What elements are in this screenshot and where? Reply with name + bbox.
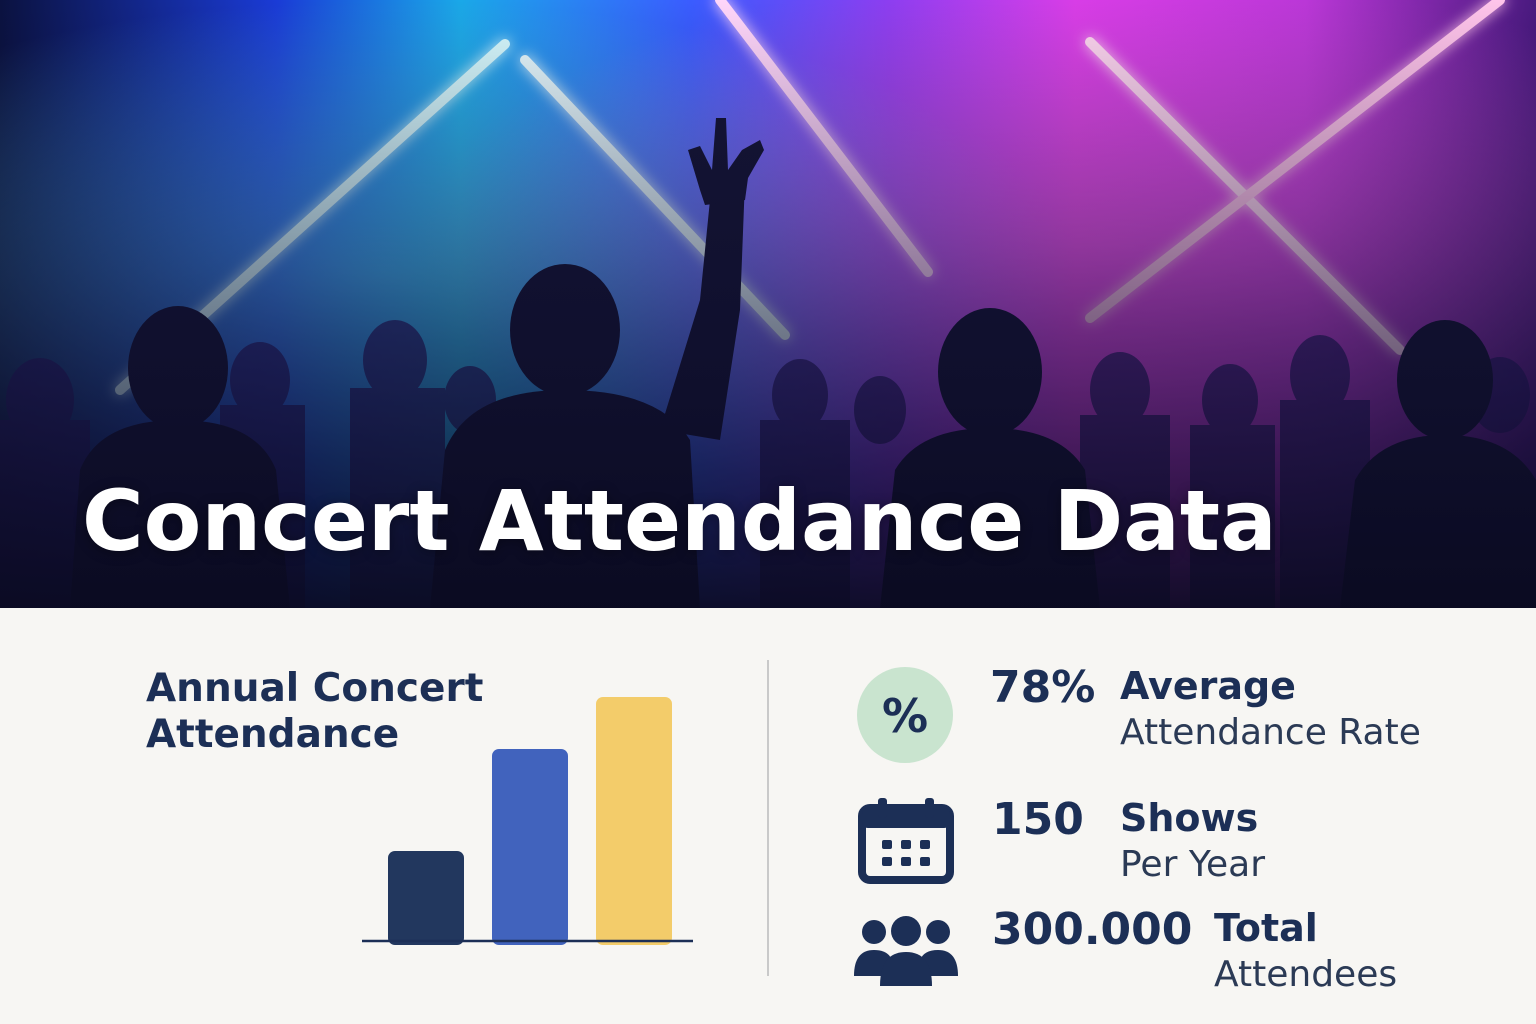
bar-3 [596,697,672,945]
stat-label-shows: Per Year [1120,844,1266,885]
people-group-icon [854,916,958,986]
calendar-icon [858,798,954,884]
stat-label-attendance-rate: Attendance Rate [1120,712,1421,753]
svg-text:%: % [882,689,928,743]
stats-panel: Annual Concert Attendance % 78% Average … [0,608,1536,1024]
hero-concert-illustration [0,0,1536,608]
chart-title: Annual Concert Attendance [146,666,484,757]
bar-1 [388,851,464,945]
stat-label-bold-attendees: Total [1214,906,1318,950]
stat-value-attendance-rate: 78% [990,662,1096,713]
stat-value-attendees: 300.000 [992,904,1193,955]
stat-label-attendees: Attendees [1214,954,1398,995]
stat-label-bold-attendance-rate: Average [1120,664,1296,708]
percent-icon: % [857,667,953,763]
hero-banner: Concert Attendance Data [0,0,1536,608]
vertical-divider [767,660,769,976]
page-title: Concert Attendance Data [82,472,1277,570]
stat-value-shows: 150 [992,794,1084,845]
annual-attendance-bar-chart [362,697,693,945]
stat-label-bold-shows: Shows [1120,796,1259,840]
bar-2 [492,749,568,945]
